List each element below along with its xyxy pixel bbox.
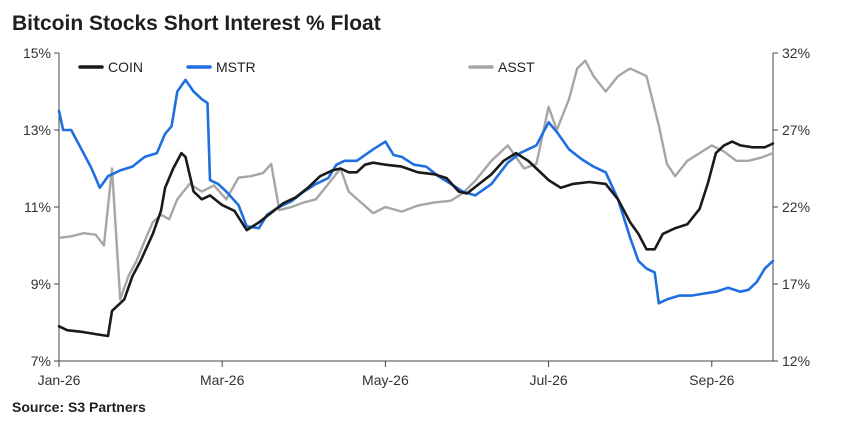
legend-label-coin: COIN bbox=[108, 59, 143, 75]
x-tick-label: Sep-26 bbox=[689, 372, 734, 388]
axes: 7% 9% 11% 13% 15% 12% 17% 22% 27% 32% Jan-26 Mar-26… bbox=[23, 45, 810, 388]
series-lines bbox=[57, 59, 775, 338]
x-tick-label: Jul-26 bbox=[530, 372, 568, 388]
y-left-tick-label: 7% bbox=[31, 353, 51, 369]
x-tick-label: Jan-26 bbox=[38, 372, 81, 388]
y-left-tick-label: 15% bbox=[23, 45, 51, 61]
y-left-tick-label: 13% bbox=[23, 122, 51, 138]
source-note: Source: S3 Partners bbox=[12, 399, 146, 415]
series-line-coin bbox=[57, 140, 775, 338]
y-right-tick-label: 12% bbox=[782, 353, 810, 369]
legend: COIN MSTR ASST bbox=[78, 59, 535, 75]
series-line-asst bbox=[57, 59, 775, 301]
chart-title: Bitcoin Stocks Short Interest % Float bbox=[12, 12, 381, 35]
x-tick-label: May-26 bbox=[362, 372, 409, 388]
y-right-tick-label: 22% bbox=[782, 199, 810, 215]
y-right-tick-label: 17% bbox=[782, 276, 810, 292]
legend-label-mstr: MSTR bbox=[216, 59, 256, 75]
legend-label-asst: ASST bbox=[498, 59, 535, 75]
y-left-tick-label: 11% bbox=[24, 199, 51, 215]
series-line-mstr bbox=[57, 78, 775, 305]
y-left-tick-label: 9% bbox=[31, 276, 51, 292]
x-tick-label: Mar-26 bbox=[200, 372, 245, 388]
y-right-tick-label: 27% bbox=[782, 122, 810, 138]
y-right-tick-label: 32% bbox=[782, 45, 810, 61]
